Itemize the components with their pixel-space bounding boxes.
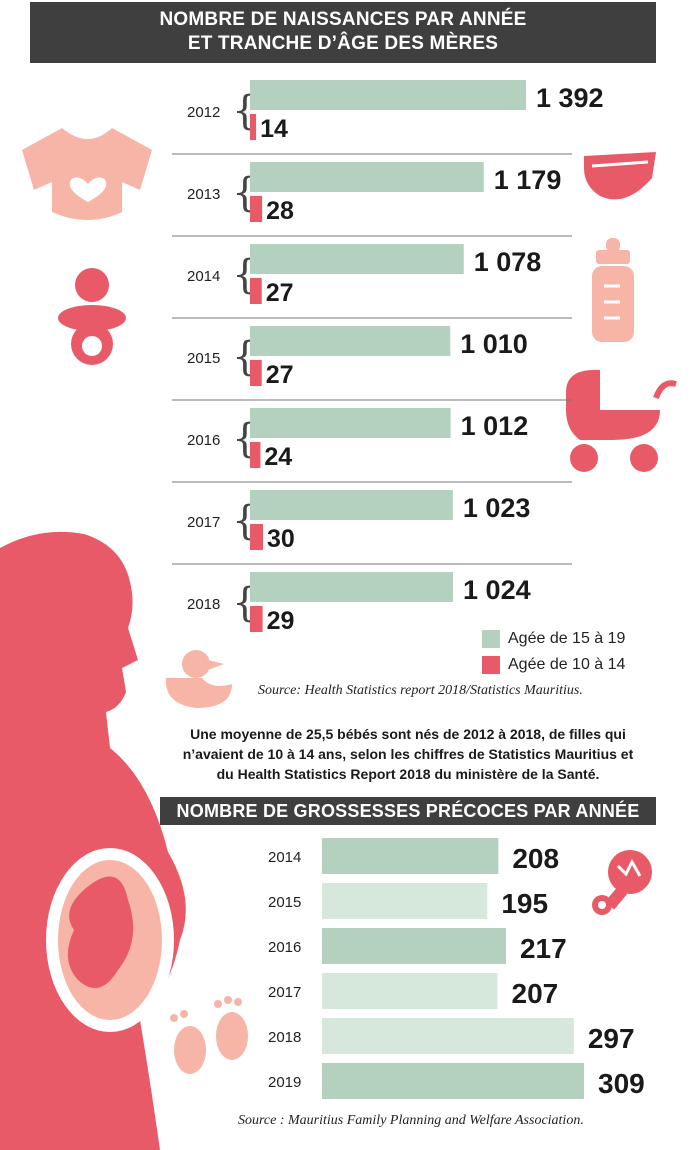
year-label-2019: 2019 [268, 1074, 301, 1091]
year-label-2018: 2018 [187, 596, 220, 613]
legend-15-19: Agée de 15 à 19 [482, 630, 625, 648]
value-10-14-2015: 27 [266, 361, 294, 389]
bar-2014 [322, 838, 499, 874]
value-2016: 217 [520, 933, 567, 964]
year-label-2015: 2015 [187, 350, 220, 367]
value-2019: 309 [598, 1068, 645, 1099]
value-2018: 297 [588, 1023, 635, 1054]
value-15-19-2018: 1 024 [463, 575, 531, 605]
second-chart-title: NOMBRE DE GROSSESSES PRÉCOCES PAR ANNÉE [160, 797, 656, 825]
bar-2015 [322, 883, 488, 919]
note-line-1: Une moyenne de 25,5 bébés sont nés de 20… [190, 726, 626, 742]
pregnant-woman-icon [0, 531, 186, 1150]
value-2014: 208 [512, 843, 559, 874]
year-label-2017: 2017 [187, 514, 220, 531]
bar-10-14-2012 [250, 114, 257, 140]
value-15-19-2015: 1 010 [460, 329, 528, 359]
value-2017: 207 [512, 978, 559, 1009]
main-title-line-1: NOMBRE DE NAISSANCES PAR ANNÉE [159, 9, 527, 30]
value-15-19-2013: 1 179 [494, 165, 562, 195]
year-label-2014: 2014 [187, 268, 220, 285]
rattle-icon [592, 850, 652, 915]
bar-15-19-2013 [250, 162, 484, 192]
note-line-2: n’avaient de 10 à 14 ans, selon les chif… [182, 746, 634, 762]
legend-swatch-pink [482, 656, 500, 674]
bar-10-14-2018 [250, 606, 263, 632]
bar-10-14-2013 [250, 196, 263, 222]
value-15-19-2017: 1 023 [463, 493, 531, 523]
bar-15-19-2015 [250, 326, 451, 356]
bar-2019 [322, 1063, 584, 1099]
legend-label-15-19: Agée de 15 à 19 [508, 630, 626, 647]
bar-10-14-2016 [250, 442, 261, 468]
year-label-2015: 2015 [268, 894, 301, 911]
bar-10-14-2015 [250, 360, 262, 386]
value-10-14-2012: 14 [260, 115, 288, 143]
source-1: Source: Health Statistics report 2018/St… [258, 683, 583, 698]
stroller-icon [566, 369, 677, 472]
note-line-3: du Health Statistics Report 2018 du mini… [216, 766, 600, 782]
bar-2016 [322, 928, 506, 964]
year-label-2016: 2016 [268, 939, 301, 956]
summary-note: Une moyenne de 25,5 bébés sont nés de 20… [160, 724, 656, 784]
value-10-14-2017: 30 [267, 525, 295, 553]
duck-icon [165, 650, 232, 708]
value-15-19-2012: 1 392 [536, 83, 604, 113]
value-15-19-2014: 1 078 [474, 247, 542, 277]
bar-15-19-2017 [250, 490, 453, 520]
footprints-icon [170, 996, 248, 1074]
year-label-2012: 2012 [187, 104, 220, 121]
value-2015: 195 [501, 888, 548, 919]
bar-2017 [322, 973, 498, 1009]
year-label-2013: 2013 [187, 186, 220, 203]
year-label-2017: 2017 [268, 984, 301, 1001]
value-10-14-2018: 29 [267, 607, 295, 635]
year-label-2014: 2014 [268, 849, 301, 866]
pacifier-icon [58, 268, 126, 365]
value-10-14-2014: 27 [266, 279, 294, 307]
value-15-19-2016: 1 012 [461, 411, 529, 441]
legend-swatch-green [482, 630, 500, 648]
bodysuit-icon [22, 128, 152, 220]
value-10-14-2016: 24 [264, 443, 292, 471]
legend-10-14: Agée de 10 à 14 [482, 656, 625, 674]
bar-15-19-2012 [250, 80, 526, 110]
main-title-line-2: ET TRANCHE D’ÂGE DES MÈRES [187, 33, 499, 54]
bar-15-19-2014 [250, 244, 464, 274]
source-2: Source : Mauritius Family Planning and W… [238, 1113, 584, 1128]
value-10-14-2013: 28 [266, 197, 294, 225]
bar-10-14-2017 [250, 524, 263, 550]
year-label-2016: 2016 [187, 432, 220, 449]
bottle-icon [592, 238, 634, 342]
year-label-2018: 2018 [268, 1029, 301, 1046]
bar-2018 [322, 1018, 574, 1054]
bar-15-19-2018 [250, 572, 454, 602]
bar-15-19-2016 [250, 408, 451, 438]
legend-label-10-14: Agée de 10 à 14 [508, 656, 626, 673]
diaper-icon [584, 152, 656, 200]
main-chart-title: NOMBRE DE NAISSANCES PAR ANNÉE ET TRANCH… [30, 2, 656, 63]
bar-10-14-2014 [250, 278, 262, 304]
